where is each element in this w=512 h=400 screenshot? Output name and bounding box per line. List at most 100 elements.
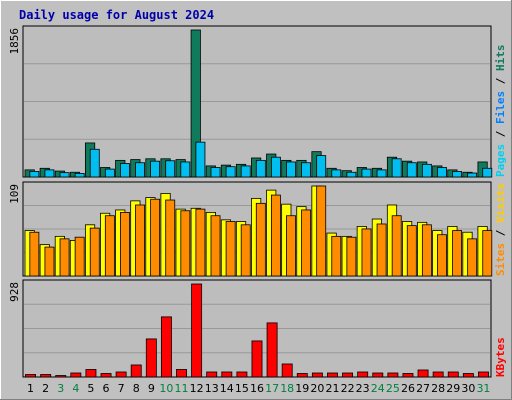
bar-files-day-5 <box>89 148 100 178</box>
bar-sites-day-22 <box>346 236 357 277</box>
bar-kbytes-day-7 <box>115 371 127 378</box>
bar-sites-day-31 <box>482 230 493 277</box>
x-tick-label-day-22: 22 <box>341 382 355 395</box>
legend-separator: / <box>494 71 507 91</box>
x-tick-label-day-28: 28 <box>431 382 445 395</box>
panel-visits-sites: 109 Sites / Visits <box>8 181 507 277</box>
x-tick-label-day-5: 5 <box>87 382 94 395</box>
bar-files-day-26 <box>406 162 417 178</box>
chart-title: Daily usage for August 2024 <box>19 8 214 22</box>
bar-kbytes-day-16 <box>251 340 263 378</box>
bar-kbytes-day-20 <box>311 372 323 378</box>
bar-kbytes-day-9 <box>145 338 157 378</box>
bar-kbytes-day-14 <box>221 371 233 378</box>
bar-sites-day-4 <box>74 236 85 277</box>
bar-sites-day-30 <box>467 238 478 277</box>
legend-item-sites: Sites <box>494 243 507 276</box>
x-tick-label-day-15: 15 <box>235 382 249 395</box>
bar-files-day-18 <box>286 161 296 178</box>
x-tick-label-day-12: 12 <box>190 382 204 395</box>
x-tick-label-day-25: 25 <box>386 382 400 395</box>
x-tick-label-day-17: 17 <box>265 382 279 395</box>
bar-kbytes-day-26 <box>402 373 414 378</box>
bar-kbytes-day-29 <box>447 371 459 378</box>
bar-kbytes-day-28 <box>432 371 444 378</box>
bar-sites-day-29 <box>452 230 462 277</box>
bar-sites-day-9 <box>150 198 161 277</box>
bar-sites-day-25 <box>391 215 402 277</box>
x-tick-label-day-13: 13 <box>205 382 219 395</box>
bar-files-day-25 <box>391 158 402 178</box>
bar-kbytes-day-13 <box>206 371 218 378</box>
bar-kbytes-day-5 <box>85 369 97 378</box>
bar-files-day-20 <box>316 155 327 178</box>
legend-kbytes: KBytes <box>494 337 507 377</box>
x-tick-label-day-23: 23 <box>356 382 370 395</box>
bar-sites-day-11 <box>180 210 191 277</box>
bar-sites-day-8 <box>135 204 145 277</box>
bar-sites-day-20 <box>316 185 327 277</box>
legend-separator: / <box>494 223 507 243</box>
bar-kbytes-day-10 <box>160 316 172 378</box>
bar-kbytes-day-12 <box>191 283 203 378</box>
legend-item-kbytes: KBytes <box>494 337 507 377</box>
bar-sites-day-28 <box>437 234 447 277</box>
x-tick-label-day-29: 29 <box>446 382 460 395</box>
bar-sites-day-13 <box>210 215 221 277</box>
bar-sites-day-7 <box>120 212 130 277</box>
bar-files-day-2 <box>44 169 55 178</box>
x-tick-label-day-21: 21 <box>325 382 339 395</box>
bar-files-day-6 <box>104 168 115 178</box>
bar-kbytes-day-8 <box>130 364 142 378</box>
bar-files-day-21 <box>331 169 342 178</box>
x-axis-day-labels: 1 2 3 4 5 6 7 8 9 10 11 12 13 14 15 16 17 18 19 20 21 22 23 24 2… <box>27 382 490 395</box>
bar-files-day-7 <box>120 163 130 178</box>
bar-kbytes-day-2 <box>40 374 52 378</box>
legend-visits-sites: Sites / Visits <box>494 183 507 276</box>
bar-kbytes-day-27 <box>417 369 429 378</box>
bar-sites-day-26 <box>406 225 417 277</box>
bar-files-day-22 <box>346 171 357 178</box>
bar-sites-day-14 <box>225 221 236 277</box>
bar-files-day-27 <box>421 163 432 178</box>
bar-kbytes-day-6 <box>100 373 112 378</box>
legend-hits-files-pages: Pages / Files / Hits <box>494 45 507 178</box>
x-tick-label-day-1: 1 <box>27 382 34 395</box>
legend-item-pages: Pages <box>494 144 507 177</box>
bar-files-day-15 <box>240 165 251 178</box>
y-max-label: 928 <box>8 282 21 302</box>
y-max-label: 109 <box>8 184 21 204</box>
bar-files-day-29 <box>452 171 462 178</box>
bar-sites-day-10 <box>165 199 176 277</box>
panel-kbytes: 928 KBytes <box>8 279 507 378</box>
bar-files-day-8 <box>135 162 145 178</box>
bar-sites-day-6 <box>104 215 115 277</box>
x-tick-label-day-19: 19 <box>295 382 309 395</box>
y-max-label: 1856 <box>8 28 21 55</box>
x-tick-label-day-30: 30 <box>461 382 475 395</box>
bar-files-day-9 <box>150 160 161 178</box>
x-tick-label-day-3: 3 <box>57 382 64 395</box>
bar-sites-day-18 <box>286 215 296 277</box>
bar-sites-day-15 <box>240 224 251 277</box>
bar-kbytes-day-1 <box>25 374 36 378</box>
bar-sites-day-2 <box>44 246 55 277</box>
bar-files-day-19 <box>301 162 312 178</box>
x-tick-label-day-18: 18 <box>280 382 294 395</box>
legend-item-visits: Visits <box>494 183 507 223</box>
bar-files-day-4 <box>74 173 85 178</box>
bar-kbytes-day-17 <box>266 322 278 378</box>
legend-item-files: Files <box>494 91 507 124</box>
x-tick-label-day-2: 2 <box>42 382 49 395</box>
x-tick-label-day-7: 7 <box>118 382 125 395</box>
bar-kbytes-day-11 <box>176 369 187 378</box>
bar-kbytes-day-31 <box>478 371 489 378</box>
bar-sites-day-16 <box>255 202 266 277</box>
x-tick-label-day-6: 6 <box>103 382 110 395</box>
bar-files-day-16 <box>255 159 266 178</box>
x-tick-label-day-27: 27 <box>416 382 430 395</box>
x-tick-label-day-14: 14 <box>220 382 234 395</box>
bar-kbytes-day-3 <box>55 375 67 378</box>
bar-kbytes-day-24 <box>372 372 384 378</box>
